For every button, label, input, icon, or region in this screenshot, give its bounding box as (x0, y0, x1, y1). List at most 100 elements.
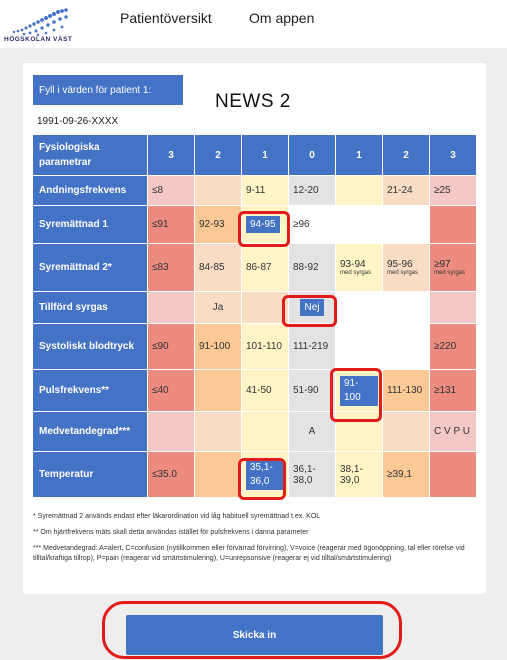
cell-option[interactable] (194, 369, 242, 412)
cell-option[interactable] (429, 205, 477, 244)
table-row: Pulsfrekvens** ≤40 41-50 51-90 91-100 11… (32, 369, 477, 412)
cell-option[interactable]: ≤40 (147, 369, 195, 412)
cell-option[interactable]: 101-110 (241, 323, 289, 370)
cell-option[interactable] (147, 411, 195, 452)
cell-option[interactable] (241, 291, 289, 324)
cell-sub: med syrgas (387, 269, 419, 276)
cell-option-selected[interactable]: Nej (288, 291, 336, 324)
cell-option-selected[interactable]: 35,1-36,0 (241, 451, 289, 498)
cell-option[interactable]: 84-85 (194, 243, 242, 292)
score-header: 3 (429, 134, 477, 176)
cell-option[interactable]: A (288, 411, 336, 452)
cell-sub: med syrgas (340, 269, 372, 276)
cell-option[interactable]: ≥39,1 (382, 451, 430, 498)
cell-option[interactable]: ≤91 (147, 205, 195, 244)
table-row: Andningsfrekvens ≤8 9-11 12-20 21-24 ≥25 (32, 175, 477, 206)
row-label-medvetandegrad: Medvetandegrad*** (32, 411, 148, 452)
cell-option[interactable]: 36,1-38,0 (288, 451, 336, 498)
row-label-pulsfrekvens: Pulsfrekvens** (32, 369, 148, 412)
cell-option[interactable]: 111-219 (288, 323, 336, 370)
cell-option[interactable] (194, 411, 242, 452)
cell-option[interactable] (335, 411, 383, 452)
fill-values-label: Fyll i värden för patient 1: (33, 75, 183, 105)
cell-option[interactable]: 21-24 (382, 175, 430, 206)
cell-option[interactable]: 95-96 med syrgas (382, 243, 430, 292)
cell-option[interactable]: 92-93 (194, 205, 242, 244)
cell-option[interactable] (241, 411, 289, 452)
table-row: Temperatur ≤35.0 35,1-36,0 36,1-38,0 38,… (32, 451, 477, 498)
cell-option[interactable] (335, 291, 383, 324)
cell-option[interactable] (382, 411, 430, 452)
cell-option[interactable]: ≥97 med syrgas (429, 243, 477, 292)
cell-option[interactable]: ≤35.0 (147, 451, 195, 498)
table-row: Syremättnad 1 ≤91 92-93 94-95 ≥96 (32, 205, 477, 244)
cell-option[interactable] (382, 323, 430, 370)
footnote: *** Medvetandegrad: A=alert, C=confusion… (33, 545, 465, 562)
table-row: Systoliskt blodtryck ≤90 91-100 101-110 … (32, 323, 477, 370)
cell-option[interactable]: 9-11 (241, 175, 289, 206)
submit-button[interactable]: Skicka in (126, 615, 383, 655)
cell-option[interactable]: Ja (194, 291, 242, 324)
row-label-andningsfrekvens: Andningsfrekvens (32, 175, 148, 206)
table-row: Syremättnad 2* ≤83 84-85 86-87 88-92 93-… (32, 243, 477, 292)
cell-option[interactable]: ≤8 (147, 175, 195, 206)
cell-option[interactable]: ≤90 (147, 323, 195, 370)
row-label-temperatur: Temperatur (32, 451, 148, 498)
cell-option[interactable] (382, 205, 430, 244)
score-header: 1 (241, 134, 289, 176)
cell-option[interactable]: ≥131 (429, 369, 477, 412)
score-header: 2 (382, 134, 430, 176)
row-label-systoliskt-blodtryck: Systoliskt blodtryck (32, 323, 148, 370)
cell-option-selected[interactable]: 94-95 (241, 205, 289, 244)
cell-option[interactable] (335, 205, 383, 244)
cell-sub: med syrgas (434, 269, 466, 276)
score-header: 1 (335, 134, 383, 176)
selected-value: Nej (300, 299, 324, 316)
cell-option[interactable]: 38,1-39,0 (335, 451, 383, 498)
cell-option[interactable]: 91-100 (194, 323, 242, 370)
cell-option[interactable] (335, 175, 383, 206)
cell-option[interactable] (429, 291, 477, 324)
cell-option[interactable] (335, 323, 383, 370)
selected-value: 35,1-36,0 (246, 459, 284, 490)
cell-option[interactable]: 41-50 (241, 369, 289, 412)
news-score-table: Fysiologiska parametrar 3 2 1 0 1 2 3 An… (32, 134, 477, 498)
cell-option[interactable]: ≥96 (288, 205, 336, 244)
score-header: 0 (288, 134, 336, 176)
selected-value: 91-100 (340, 375, 378, 406)
cell-option[interactable] (147, 291, 195, 324)
score-header: 3 (147, 134, 195, 176)
nav-om-appen[interactable]: Om appen (249, 10, 315, 26)
row-label-tillford-syrgas: Tillförd syrgas (32, 291, 148, 324)
cell-option[interactable]: ≤83 (147, 243, 195, 292)
row-label-syremattnad-2: Syremättnad 2* (32, 243, 148, 292)
cell-option[interactable]: 88-92 (288, 243, 336, 292)
cell-option[interactable]: 93-94 med syrgas (335, 243, 383, 292)
cell-option[interactable]: ≥220 (429, 323, 477, 370)
cell-option[interactable]: 86-87 (241, 243, 289, 292)
cell-option[interactable]: ≥25 (429, 175, 477, 206)
row-label-syremattnad-1: Syremättnad 1 (32, 205, 148, 244)
cell-option[interactable] (382, 291, 430, 324)
hogskolan-vast-logo-icon[interactable] (4, 4, 96, 44)
table-row: Medvetandegrad*** A C V P U (32, 411, 477, 452)
footnotes: * Syremättnad 2 används endast efter läk… (33, 512, 473, 570)
cell-option[interactable]: 111-130 (382, 369, 430, 412)
cell-option[interactable] (194, 451, 242, 498)
top-navbar: HÖGSKOLAN VÄST Patientöversikt Om appen (0, 0, 507, 48)
cell-value: 95-96 (387, 258, 413, 270)
cell-option[interactable]: 51-90 (288, 369, 336, 412)
patient-id: 1991-09-26-XXXX (37, 116, 119, 127)
page-title: NEWS 2 (215, 91, 291, 112)
cell-option[interactable] (429, 451, 477, 498)
footnote: ** Om hjärtfrekvens mäts skall detta anv… (33, 529, 309, 536)
cell-value: ≥97 (434, 258, 451, 270)
cell-option-selected[interactable]: 91-100 (335, 369, 383, 412)
cell-option[interactable]: 12-20 (288, 175, 336, 206)
table-row: Tillförd syrgas Ja Nej (32, 291, 477, 324)
cell-option[interactable] (194, 175, 242, 206)
selected-value: 94-95 (246, 216, 280, 233)
nav-patientoversikt[interactable]: Patientöversikt (120, 10, 212, 26)
cell-option[interactable]: C V P U (429, 411, 477, 452)
logo-text: HÖGSKOLAN VÄST (4, 36, 73, 43)
